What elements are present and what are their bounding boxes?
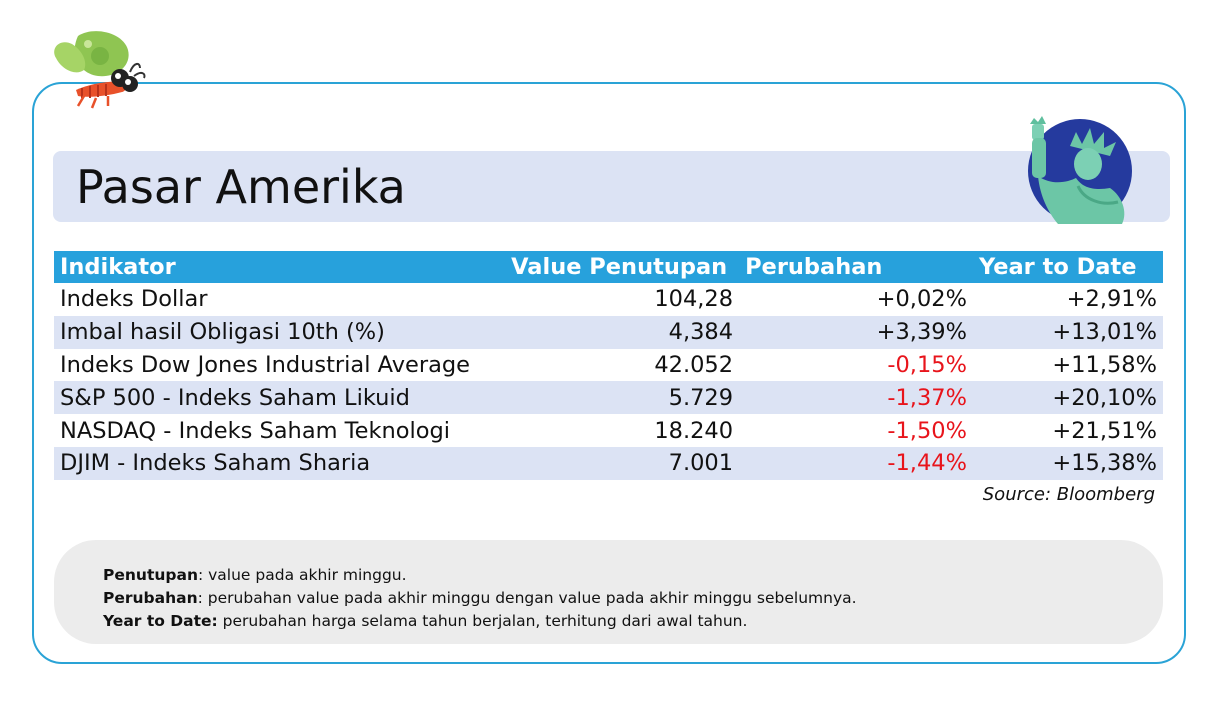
cell-perubahan: +3,39%: [739, 315, 973, 349]
note-text: perubahan harga selama tahun berjalan, t…: [217, 612, 748, 630]
card-frame: [32, 82, 1186, 664]
cell-ytd: +20,10%: [972, 381, 1163, 415]
cell-indikator: Imbal hasil Obligasi 10th (%): [54, 315, 506, 349]
table-row: NASDAQ - Indeks Saham Teknologi 18.240 -…: [54, 414, 1163, 447]
table-row: Indeks Dollar 104,28 +0,02% +2,91%: [54, 283, 1163, 316]
table-row: Imbal hasil Obligasi 10th (%) 4,384 +3,3…: [54, 315, 1163, 349]
cell-perubahan: -1,44%: [739, 446, 973, 480]
source-note: Source: Bloomberg: [982, 484, 1155, 505]
cell-value: 42.052: [654, 351, 734, 378]
note-term: Year to Date:: [103, 612, 218, 630]
header-value-penutupan: Value Penutupan: [505, 251, 740, 283]
cell-indikator: S&P 500 - Indeks Saham Likuid: [54, 381, 506, 415]
cell-value: 18.240: [654, 417, 734, 444]
cell-ytd: +2,91%: [1066, 286, 1157, 313]
page-title: Pasar Amerika: [76, 160, 406, 214]
note-term: Penutupan: [103, 566, 198, 584]
table-header-row: Indikator Value Penutupan Perubahan Year…: [54, 251, 1163, 283]
note-text: : perubahan value pada akhir minggu deng…: [197, 589, 857, 607]
table-row: DJIM - Indeks Saham Sharia 7.001 -1,44% …: [54, 446, 1163, 480]
header-perubahan: Perubahan: [739, 251, 973, 283]
cell-perubahan: -0,15%: [887, 351, 967, 378]
note-text: : value pada akhir minggu.: [197, 566, 407, 584]
cell-indikator: Indeks Dollar: [60, 286, 208, 313]
note-penutupan: Penutupan: value pada akhir minggu.: [103, 566, 407, 584]
cell-indikator: DJIM - Indeks Saham Sharia: [54, 446, 506, 480]
cell-value: 104,28: [654, 286, 734, 313]
market-table: Indikator Value Penutupan Perubahan Year…: [54, 251, 1163, 480]
cell-value: 4,384: [505, 315, 740, 349]
cell-indikator: NASDAQ - Indeks Saham Teknologi: [60, 417, 451, 444]
header-indikator: Indikator: [54, 251, 506, 283]
table-row: Indeks Dow Jones Industrial Average 42.0…: [54, 349, 1163, 382]
cell-perubahan: -1,50%: [887, 417, 967, 444]
table-row: S&P 500 - Indeks Saham Likuid 5.729 -1,3…: [54, 381, 1163, 415]
cell-ytd: +15,38%: [972, 446, 1163, 480]
statue-of-liberty-icon: [1028, 116, 1132, 224]
note-perubahan: Perubahan: perubahan value pada akhir mi…: [103, 589, 857, 607]
note-term: Perubahan: [103, 589, 198, 607]
header-year-to-date: Year to Date: [972, 251, 1163, 283]
note-year-to-date: Year to Date: perubahan harga selama tah…: [103, 612, 747, 630]
cell-ytd: +21,51%: [1052, 417, 1157, 444]
cell-ytd: +13,01%: [972, 315, 1163, 349]
cell-ytd: +11,58%: [1052, 351, 1157, 378]
cell-perubahan: -1,37%: [739, 381, 973, 415]
notes-panel: [54, 540, 1163, 644]
cell-indikator: Indeks Dow Jones Industrial Average: [60, 351, 471, 378]
butterfly-mascot-icon: [54, 31, 146, 109]
cell-perubahan: +0,02%: [876, 286, 967, 313]
cell-value: 7.001: [505, 446, 740, 480]
title-bar: [53, 151, 1170, 222]
cell-value: 5.729: [505, 381, 740, 415]
